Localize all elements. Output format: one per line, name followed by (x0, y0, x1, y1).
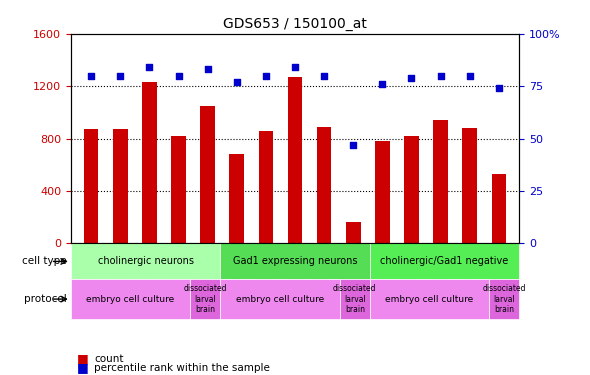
FancyBboxPatch shape (340, 279, 370, 319)
Bar (258, 131, 273, 243)
Point (203, 66, 212, 72)
Point (145, 64, 154, 70)
Point (494, 85, 503, 91)
Text: ■: ■ (77, 352, 88, 365)
FancyBboxPatch shape (71, 243, 220, 279)
Bar (113, 129, 127, 243)
Text: embryo cell culture: embryo cell culture (87, 295, 175, 304)
Bar (404, 136, 419, 243)
Bar (491, 174, 506, 243)
Text: embryo cell culture: embryo cell culture (236, 295, 324, 304)
Text: ■: ■ (77, 361, 88, 374)
Text: dissociated
larval
brain: dissociated larval brain (333, 284, 376, 314)
FancyBboxPatch shape (370, 243, 519, 279)
Text: Gad1 expressing neurons: Gad1 expressing neurons (232, 256, 358, 266)
Text: cell type: cell type (22, 256, 66, 266)
Bar (171, 136, 186, 243)
Point (407, 75, 416, 81)
Bar (288, 77, 302, 243)
FancyBboxPatch shape (220, 243, 370, 279)
FancyBboxPatch shape (489, 279, 519, 319)
Text: count: count (94, 354, 124, 364)
Bar (463, 128, 477, 243)
Text: percentile rank within the sample: percentile rank within the sample (94, 363, 270, 373)
Point (232, 79, 241, 85)
Point (378, 81, 387, 87)
FancyBboxPatch shape (220, 279, 340, 319)
Bar (201, 106, 215, 243)
Title: GDS653 / 150100_at: GDS653 / 150100_at (223, 17, 367, 32)
Point (465, 73, 474, 79)
Text: dissociated
larval
brain: dissociated larval brain (183, 284, 227, 314)
Point (436, 73, 445, 79)
Text: protocol: protocol (24, 294, 66, 304)
Bar (317, 127, 332, 243)
FancyBboxPatch shape (191, 279, 220, 319)
Point (349, 142, 358, 148)
FancyBboxPatch shape (71, 279, 191, 319)
Bar (375, 141, 389, 243)
Bar (230, 154, 244, 243)
Text: dissociated
larval
brain: dissociated larval brain (483, 284, 526, 314)
Bar (84, 129, 99, 243)
Text: embryo cell culture: embryo cell culture (385, 295, 474, 304)
Point (174, 73, 183, 79)
Point (87, 73, 96, 79)
Text: cholinergic/Gad1 negative: cholinergic/Gad1 negative (381, 256, 509, 266)
Point (261, 73, 271, 79)
Bar (346, 222, 360, 243)
Point (116, 73, 125, 79)
Text: cholinergic neurons: cholinergic neurons (97, 256, 194, 266)
FancyBboxPatch shape (370, 279, 489, 319)
Point (290, 64, 300, 70)
Point (319, 73, 329, 79)
Bar (433, 120, 448, 243)
Bar (142, 82, 157, 243)
